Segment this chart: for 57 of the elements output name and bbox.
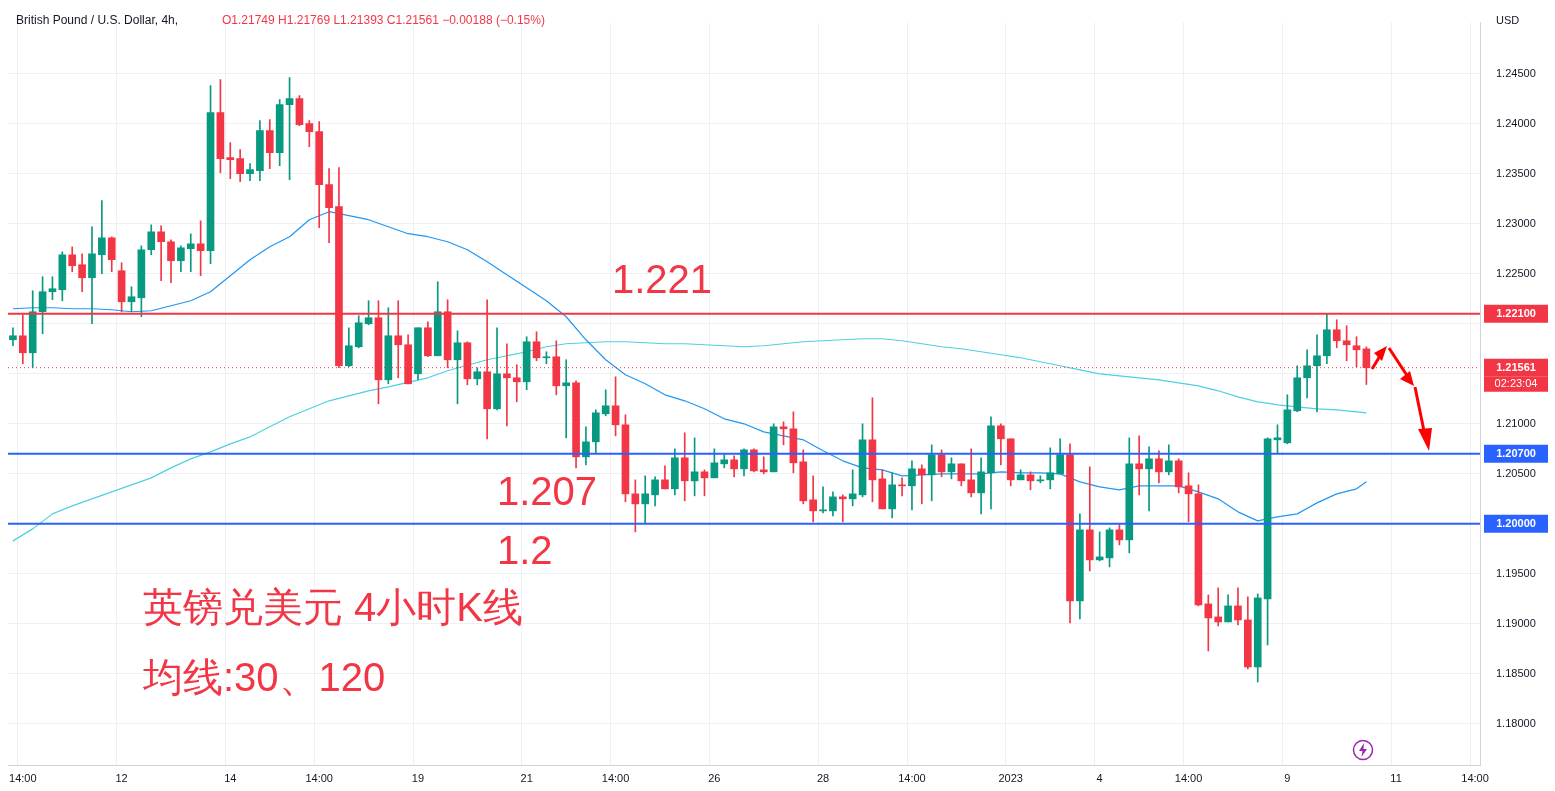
y-tick-label: 1.22500 [1496, 266, 1536, 279]
annotation: 均线:30、120 [142, 655, 386, 700]
x-tick-label: 14:00 [9, 771, 37, 784]
candlestick [1135, 435, 1143, 496]
y-tick-label: 1.21000 [1496, 416, 1536, 429]
candlestick [562, 359, 570, 439]
x-tick-label: 26 [708, 771, 721, 784]
ref-line-label: 1.22100 [1496, 306, 1536, 319]
candlestick [641, 475, 650, 524]
chart-title: British Pound / U.S. Dollar, 4h, [16, 13, 179, 28]
y-tick-label: 1.18500 [1496, 666, 1536, 679]
x-tick-label: 14:00 [898, 771, 926, 784]
chart-subtitle: O1.21749 H1.21769 L1.21393 C1.21561 −0.00188 (−0.15%) [222, 13, 545, 28]
y-tick-label: 1.23500 [1496, 166, 1536, 179]
y-axis-title: USD [1496, 14, 1520, 27]
ref-line-label: 1.20700 [1496, 446, 1536, 459]
ref-line-label: 1.21561 [1496, 360, 1536, 373]
candlestick [98, 200, 106, 275]
ref-line-label: 1.20000 [1496, 516, 1536, 529]
annotation: 英镑兑美元 4小时K线 [143, 585, 524, 630]
x-tick-label: 14:00 [305, 771, 333, 784]
candlestick [1046, 447, 1055, 490]
candlestick [186, 233, 195, 273]
y-tick-label: 1.23000 [1496, 216, 1536, 229]
candlestick [157, 225, 165, 282]
y-tick-label: 1.20500 [1496, 466, 1536, 479]
x-tick-label: 21 [520, 771, 533, 784]
annotation: 1.207 [497, 468, 598, 513]
y-tick-label: 1.24500 [1496, 66, 1536, 79]
y-tick-label: 1.19500 [1496, 566, 1536, 579]
candlestick [631, 479, 640, 533]
x-tick-label: 4 [1096, 771, 1103, 784]
candlestick [918, 464, 926, 505]
candlestick [1145, 446, 1153, 512]
candlestick [848, 469, 857, 507]
candlestick [809, 475, 817, 523]
annotation: 1.221 [612, 256, 713, 301]
candlestick [9, 327, 17, 347]
x-tick-label: 14:00 [1174, 771, 1203, 784]
candlestick [1214, 587, 1223, 627]
x-tick-label: 14:00 [1461, 771, 1489, 784]
candlestick [246, 163, 254, 182]
x-tick-label: 14 [224, 771, 237, 784]
x-tick-label: 28 [816, 771, 830, 784]
x-tick-label: 9 [1284, 771, 1291, 784]
candlestick [226, 142, 235, 180]
y-tick-label: 1.24000 [1496, 116, 1536, 129]
x-tick-label: 2023 [998, 771, 1023, 784]
x-tick-label: 11 [1390, 771, 1402, 784]
text: 02:23:04 [1494, 376, 1538, 389]
x-tick-label: 19 [411, 771, 425, 784]
y-tick-label: 1.18000 [1496, 717, 1536, 730]
x-tick-label: 12 [115, 771, 128, 784]
x-tick-label: 14:00 [601, 771, 630, 784]
y-tick-label: 1.19000 [1496, 616, 1536, 629]
candlestick [1313, 334, 1321, 413]
annotation: 1.2 [497, 527, 553, 572]
